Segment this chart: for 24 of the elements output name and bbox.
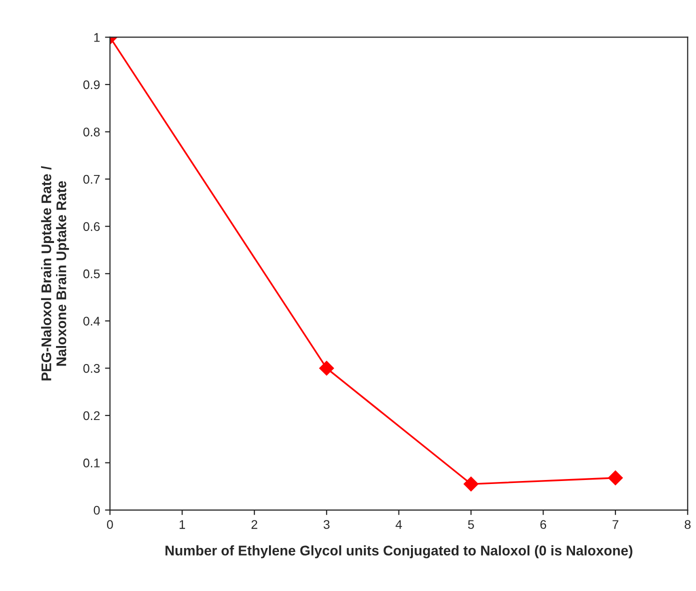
x-tick-label: 7 <box>612 520 618 529</box>
point <box>608 470 623 486</box>
y-tick-label: 0.6 <box>83 222 100 232</box>
x-tick-label: 3 <box>324 520 330 529</box>
x-tick-label: 1 <box>180 520 186 529</box>
y-tick-label: 1 <box>94 33 100 42</box>
point <box>464 476 478 492</box>
y-tick-label: 0.9 <box>83 80 100 90</box>
y-tick-label: 0.1 <box>83 458 100 468</box>
x-tick-label: 6 <box>540 520 546 529</box>
y-tick-label: 0.5 <box>83 269 100 278</box>
y-tick-label: 0.8 <box>83 128 100 136</box>
y-axis-title: PEG-Naloxol Brain Uptake Rate / Naloxone Brain Uptake Rate <box>41 166 69 380</box>
x-tick-label: 8 <box>684 520 691 529</box>
y-tick-label: 0.4 <box>83 316 100 326</box>
y-tick-label: 0.3 <box>83 364 100 373</box>
x-tick-label: 4 <box>396 520 402 529</box>
x-tick-label: 0 <box>106 520 113 529</box>
y-tick-label: 0.2 <box>83 411 100 420</box>
y-tick-label: 0 <box>94 506 100 515</box>
x-tick-label: 2 <box>252 520 258 529</box>
y-tick-label: 0.7 <box>83 174 100 184</box>
x-axis-title: Number of Ethylene Glycol units Conjugated to Naloxol (0 is Naloxone) <box>166 545 632 558</box>
x-tick-label: 5 <box>468 520 474 529</box>
